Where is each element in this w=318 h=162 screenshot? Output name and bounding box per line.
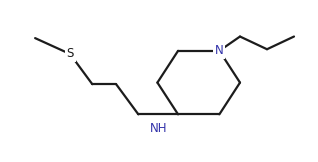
Text: N: N [215, 44, 224, 57]
Text: NH: NH [149, 122, 167, 135]
Text: S: S [66, 47, 74, 60]
